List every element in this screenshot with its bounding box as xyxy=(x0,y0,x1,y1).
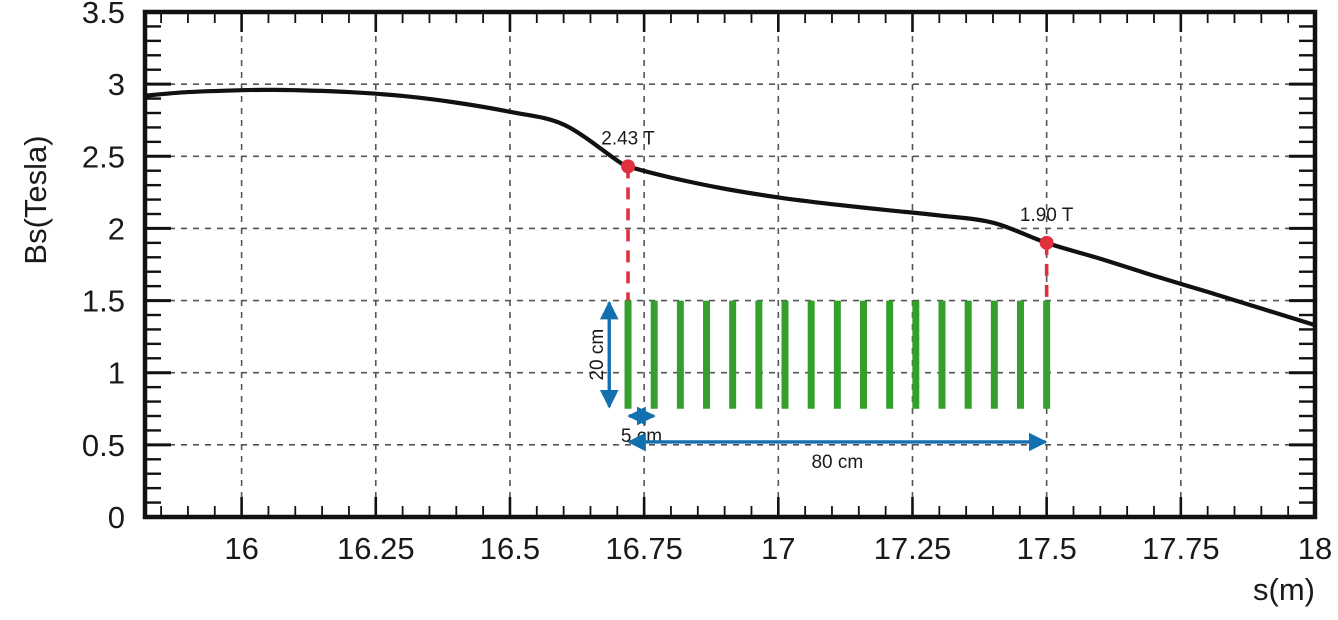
x-axis-title: s(m) xyxy=(1253,572,1315,607)
height-dimension-label: 20 cm xyxy=(587,329,608,381)
y-tick-label: 1 xyxy=(108,356,125,391)
y-axis-title: Bs(Tesla) xyxy=(18,135,53,264)
marker-2-43T-point xyxy=(621,159,636,174)
y-tick-label: 0 xyxy=(108,500,125,535)
x-tick-label: 16.75 xyxy=(605,531,683,566)
field-value-markers: 2.43 T 1.90 T xyxy=(601,128,1074,301)
x-tick-label: 18 xyxy=(1298,531,1332,566)
y-tick-label: 3.5 xyxy=(82,0,125,30)
x-tick-label: 16.5 xyxy=(480,531,540,566)
undulator-pole-bars xyxy=(624,300,1051,409)
y-tick-label: 3 xyxy=(108,67,125,102)
length-dimension-label: 80 cm xyxy=(811,452,863,473)
dimension-annotations: 20 cm 5 cm 80 cm xyxy=(587,300,1048,473)
y-tick-label: 2.5 xyxy=(82,139,125,174)
y-axis-tick-labels: 0 0.5 1 1.5 2 2.5 3 3.5 xyxy=(82,0,125,535)
x-axis-tick-labels: 16 16.25 16.5 16.75 17 17.25 17.5 17.75 18 xyxy=(224,531,1332,566)
marker-2-43T-label: 2.43 T xyxy=(601,128,655,149)
marker-1-90T-label: 1.90 T xyxy=(1020,205,1074,226)
marker-1-90T-point xyxy=(1039,235,1054,250)
grid-lines xyxy=(145,12,1315,517)
x-tick-label: 17.25 xyxy=(874,531,952,566)
plot-frame xyxy=(142,9,1318,520)
y-tick-label: 2 xyxy=(108,211,125,246)
x-tick-label: 16.25 xyxy=(337,531,415,566)
y-tick-label: 0.5 xyxy=(82,428,125,463)
x-tick-label: 17 xyxy=(761,531,795,566)
period-dimension-label: 5 cm xyxy=(621,426,662,447)
x-tick-label: 17.75 xyxy=(1142,531,1220,566)
x-tick-label: 17.5 xyxy=(1016,531,1076,566)
x-tick-label: 16 xyxy=(224,531,258,566)
field-curve xyxy=(142,87,1318,328)
y-tick-label: 1.5 xyxy=(82,284,125,319)
